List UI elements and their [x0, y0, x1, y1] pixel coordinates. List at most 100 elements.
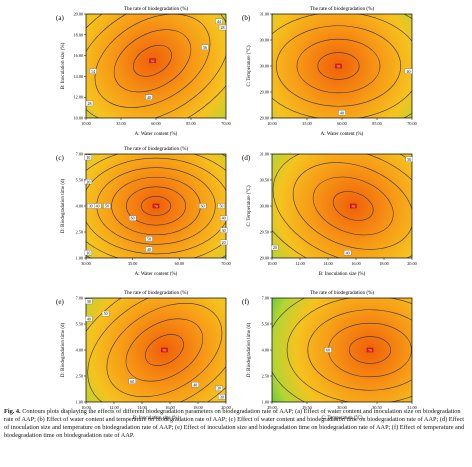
contour-label: 44 — [217, 19, 221, 24]
y-tick-label: 1.00 — [76, 400, 83, 405]
contour-label: 50 — [104, 311, 108, 316]
x-tick-label: 10.00 — [81, 121, 90, 126]
contour-line — [87, 298, 226, 402]
contour-line — [113, 29, 192, 93]
contour-label: 14 — [91, 69, 95, 74]
y-axis-label: D: Biodegradation time (d) — [247, 323, 252, 378]
x-axis-label: B: Inoculation size (%) — [133, 416, 180, 421]
y-axis-label: D: Biodegradation time (d) — [61, 179, 66, 234]
contour-label: 30 — [217, 386, 221, 391]
contour-label: 60 — [130, 379, 134, 384]
center-label: 70 — [337, 65, 341, 69]
contour-line — [126, 186, 186, 226]
x-tick-label: 85.00 — [186, 121, 195, 126]
center-point — [335, 63, 342, 69]
contour-label: 10 — [86, 155, 90, 160]
contour-line — [144, 334, 184, 366]
x-tick-label: 60.00 — [337, 121, 346, 126]
y-tick-label: 5.50 — [76, 178, 83, 183]
contour-label: 28 — [88, 101, 92, 106]
x-tick-label: 70.00 — [407, 121, 416, 126]
panel-c: 70 10 20 30 40 50 60 50 40 60 50 40 30 20 10 30.00 35.00… — [46, 142, 236, 278]
x-tick-label: 30.50 — [372, 405, 381, 410]
contour-label: 20 — [222, 240, 226, 245]
y-tick-label: 30.00 — [260, 204, 269, 209]
center-label: 70 — [151, 59, 155, 63]
y-axis-label: C: Temperature (°C) — [247, 185, 252, 226]
contour-label-box — [145, 94, 153, 100]
x-tick-label: 60.00 — [151, 121, 160, 126]
y-tick-label: 29.50 — [260, 230, 269, 235]
y-axis-label: C: Temperature (°C) — [247, 45, 252, 86]
y-tick-label: 4.00 — [262, 348, 269, 353]
contour-label: 10 — [86, 250, 90, 255]
y-tick-label: 1.00 — [262, 400, 269, 405]
contour-label-box — [220, 215, 228, 221]
y-tick-label: 12.00 — [74, 95, 83, 100]
y-axis-label: D: Biodegradation time (d) — [61, 323, 66, 378]
x-tick-label: 20.00 — [407, 261, 416, 266]
y-tick-label: 29.00 — [260, 90, 269, 95]
x-tick-label: 10.00 — [267, 121, 276, 126]
contour-label: 28 — [221, 25, 225, 30]
x-tick-label: 85.00 — [372, 121, 381, 126]
heatmap-surface — [272, 14, 412, 118]
contour-label-box — [84, 154, 92, 161]
contour-line — [286, 298, 412, 402]
contour-label-box — [89, 68, 97, 74]
contour-label: 60 — [326, 348, 330, 353]
x-tick-label: 12.00 — [295, 261, 304, 266]
center-point — [149, 58, 156, 63]
contour-label-box — [215, 18, 223, 24]
y-tick-label: 30.00 — [260, 64, 269, 69]
contour-line — [307, 309, 412, 391]
contour-line — [106, 302, 223, 398]
x-tick-label: 14.00 — [137, 405, 146, 410]
contour-label-box — [220, 239, 228, 246]
x-tick-label: 16.00 — [351, 261, 360, 266]
x-axis-label: B: Inoculation size (%) — [319, 272, 366, 277]
panel-e: 70 30 40 50 60 40 30 30 10.00 12.00 14.00 16.00 18.0… — [46, 286, 236, 422]
contour-label: 20 — [86, 179, 90, 184]
center-point — [152, 203, 160, 209]
y-tick-label: 5.50 — [262, 322, 269, 327]
y-tick-label: 29.00 — [260, 256, 269, 261]
x-tick-label: 35.00 — [302, 121, 311, 126]
contour-label-box — [215, 385, 223, 391]
contour-line — [332, 191, 374, 221]
y-tick-label: 1.00 — [76, 256, 83, 261]
contour-label-box — [220, 227, 228, 233]
x-tick-label: 29.00 — [267, 405, 276, 410]
y-tick-label: 4.00 — [76, 348, 83, 353]
center-point — [161, 347, 168, 353]
contour-label: 40 — [193, 382, 197, 387]
chart-title: The rate of biodegradation (%) — [310, 289, 375, 296]
contour-label: 30 — [222, 228, 226, 233]
panel-b: 70 40 40 10.00 35.00 60.00 85.00 70.00 29.00 29.0… — [232, 2, 422, 138]
contour-label: 30 — [89, 204, 93, 209]
heatmap-surface — [272, 298, 412, 402]
panel-label: (e) — [56, 298, 64, 306]
center-label: 70 — [351, 205, 355, 209]
center-label: 70 — [163, 349, 167, 353]
contour-label: 56 — [203, 45, 207, 50]
contour-line — [125, 318, 204, 382]
contour-label: 60 — [201, 204, 205, 209]
panel-label: (b) — [242, 14, 251, 22]
y-tick-label: 2.50 — [76, 230, 83, 235]
x-tick-label: 31.00 — [407, 405, 416, 410]
contour-label-box — [129, 215, 137, 221]
x-axis-label: C: Temperature (°C) — [322, 416, 363, 421]
contour-line — [317, 52, 360, 80]
contour-label-box — [405, 156, 413, 162]
y-tick-label: 7.00 — [76, 296, 83, 301]
y-tick-label: 20.00 — [74, 12, 83, 17]
chart-title: The rate of biodegradation (%) — [124, 289, 189, 296]
contour-label-box — [218, 394, 226, 400]
contour-label-box — [218, 24, 227, 31]
y-tick-label: 30.00 — [260, 38, 269, 43]
contour-label: 50 — [219, 204, 223, 209]
x-tick-label: 20.00 — [221, 405, 230, 410]
contour-label-box — [324, 347, 332, 353]
